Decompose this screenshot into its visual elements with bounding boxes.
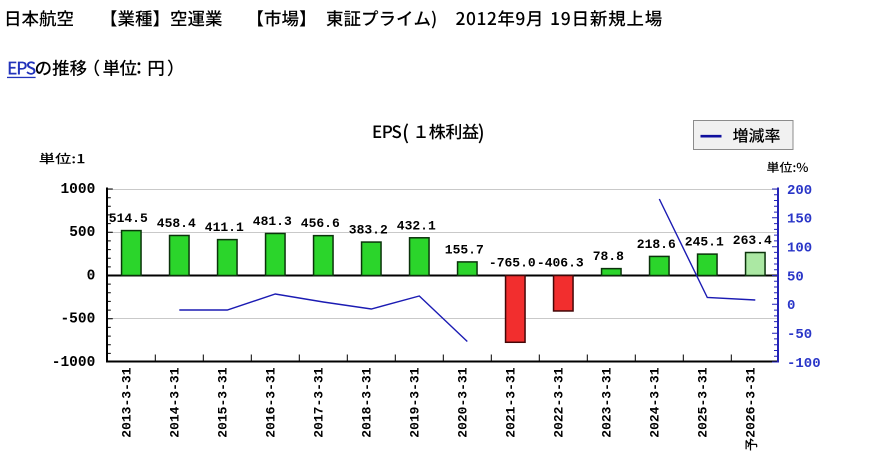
svg-text:2013-3-31: 2013-3-31 — [120, 367, 135, 437]
svg-text:-500: -500 — [60, 312, 95, 328]
svg-text:200: 200 — [787, 183, 812, 199]
svg-text:-765.0: -765.0 — [489, 255, 536, 270]
svg-text:0: 0 — [87, 268, 96, 284]
svg-text:1000: 1000 — [60, 182, 95, 198]
svg-text:2021-3-31: 2021-3-31 — [504, 367, 519, 437]
svg-text:2015-3-31: 2015-3-31 — [216, 367, 231, 437]
svg-text:383.2: 383.2 — [349, 223, 388, 238]
svg-text:245.1: 245.1 — [685, 235, 724, 250]
svg-text:-50: -50 — [787, 327, 812, 343]
svg-text:2025-3-31: 2025-3-31 — [696, 367, 711, 437]
svg-text:456.6: 456.6 — [301, 216, 340, 231]
svg-text:2014-3-31: 2014-3-31 — [168, 367, 183, 437]
svg-text:514.5: 514.5 — [109, 211, 148, 226]
svg-text:2019-3-31: 2019-3-31 — [408, 367, 423, 437]
svg-text:78.8: 78.8 — [593, 249, 624, 264]
svg-text:-100: -100 — [787, 356, 821, 372]
svg-text:2022-3-31: 2022-3-31 — [552, 367, 567, 437]
svg-text:218.6: 218.6 — [637, 237, 676, 252]
svg-text:2024-3-31: 2024-3-31 — [648, 367, 663, 437]
svg-text:0: 0 — [787, 298, 795, 314]
svg-text:150: 150 — [787, 212, 812, 228]
svg-text:458.4: 458.4 — [157, 216, 196, 231]
svg-text:500: 500 — [69, 225, 95, 241]
svg-text:2017-3-31: 2017-3-31 — [312, 367, 327, 437]
svg-text:-1000: -1000 — [52, 355, 96, 371]
svg-text:432.1: 432.1 — [397, 218, 436, 233]
svg-text:481.3: 481.3 — [253, 214, 292, 229]
svg-text:155.7: 155.7 — [445, 242, 484, 257]
svg-text:2016-3-31: 2016-3-31 — [264, 367, 279, 437]
svg-text:100: 100 — [787, 241, 812, 257]
svg-text:50: 50 — [787, 269, 804, 285]
svg-text:2026-3-31: 2026-3-31 — [744, 367, 759, 437]
svg-text:-406.3: -406.3 — [537, 255, 584, 270]
svg-text:263.4: 263.4 — [733, 233, 772, 248]
svg-text:2020-3-31: 2020-3-31 — [456, 367, 471, 437]
svg-text:411.1: 411.1 — [205, 220, 244, 235]
svg-text:2018-3-31: 2018-3-31 — [360, 367, 375, 437]
svg-text:2023-3-31: 2023-3-31 — [600, 367, 615, 437]
